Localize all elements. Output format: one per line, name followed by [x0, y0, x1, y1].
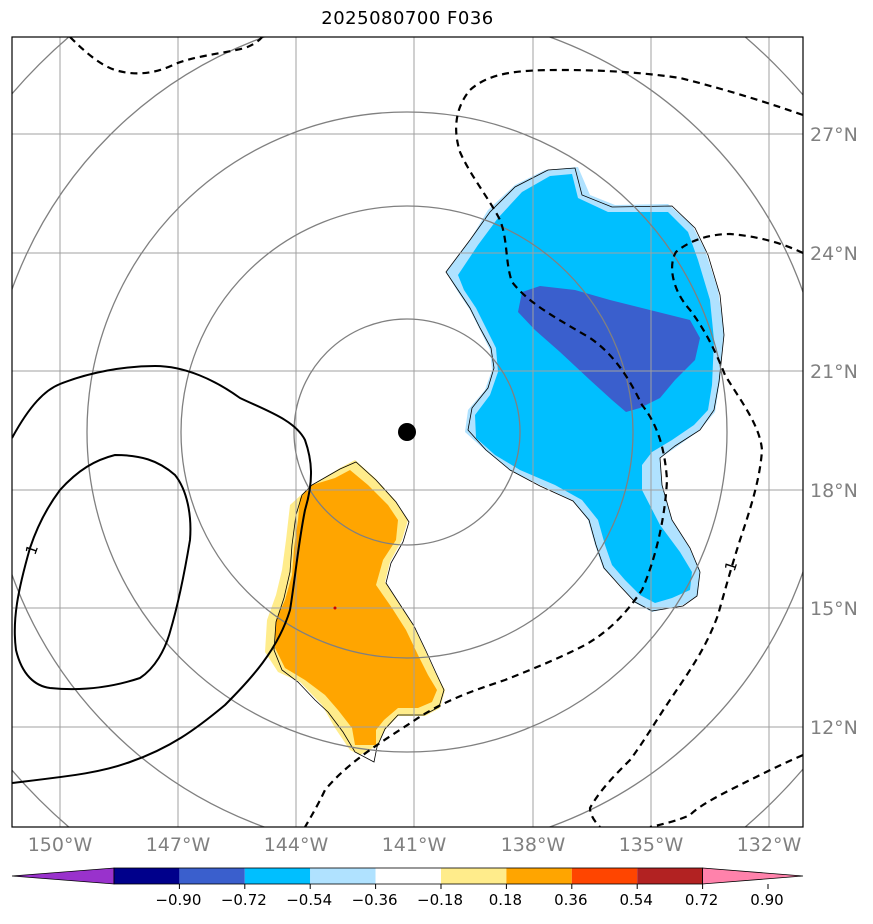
lat-label-21: 21°N: [810, 361, 858, 383]
lat-label-24: 24°N: [810, 243, 858, 265]
lat-label-27: 27°N: [810, 124, 858, 146]
colorbar-swatch: [506, 868, 572, 884]
colorbar-tick-label: −0.36: [352, 891, 398, 909]
lon-label-147w: 147°W: [146, 834, 211, 856]
colorbar-swatch: [571, 868, 638, 884]
deep-blue-fill: [458, 174, 714, 603]
blue-anomaly-region: [446, 167, 724, 612]
colorbar-swatch: [441, 868, 507, 884]
colorbar-tick-label: −0.90: [155, 891, 201, 909]
storm-center-marker: [398, 423, 416, 441]
colorbar-swatch: [179, 868, 245, 884]
colorbar-extend-high: [702, 867, 804, 885]
solid-contours: [12, 364, 313, 784]
colorbar: [11, 867, 804, 885]
colorbar-swatch: [244, 868, 311, 884]
colorbar-swatch: [637, 868, 703, 884]
lon-label-150w: 150°W: [28, 834, 93, 856]
colorbar-tick-label: 0.18: [489, 891, 522, 909]
lon-label-144w: 144°W: [264, 834, 329, 856]
dashed-contours: [69, 37, 803, 827]
colorbar-swatch: [375, 868, 441, 884]
colorbar-tick-label: 0.36: [554, 891, 587, 909]
lat-label-12: 12°N: [810, 717, 858, 739]
lon-label-135w: 135°W: [619, 834, 684, 856]
small-red-dot: [333, 606, 337, 610]
map-title: 2025080700 F036: [321, 8, 494, 29]
royal-blue-fill: [518, 286, 700, 412]
map-frame: [11, 36, 804, 828]
lat-label-15: 15°N: [810, 598, 858, 620]
lon-label-141w: 141°W: [382, 834, 447, 856]
lat-gridlines: [12, 133, 803, 728]
lon-label-138w: 138°W: [501, 834, 566, 856]
colorbar-swatch: [310, 868, 376, 884]
colorbar-tick-label: −0.72: [221, 891, 267, 909]
colorbar-swatch: [114, 868, 180, 884]
blue-region-outline: [445, 167, 725, 612]
lon-label-132w: 132°W: [737, 834, 802, 856]
colorbar-tick-label: 0.72: [685, 891, 718, 909]
colorbar-ticks: −0.90 −0.72 −0.54 −0.36 −0.18 0.18 0.36 0.54 0.7…: [155, 884, 784, 909]
orange-region-outline: [273, 461, 445, 763]
lat-label-18: 18°N: [810, 480, 858, 502]
colorbar-outline: [113, 867, 703, 885]
colorbar-tick-label: −0.18: [417, 891, 463, 909]
lon-labels: 150°W 147°W 144°W 141°W 138°W 135°W 132°…: [28, 834, 802, 856]
colorbar-tick-label: 0.90: [750, 891, 783, 909]
colorbar-extend-low: [11, 867, 115, 885]
colorbar-tick-label: 0.54: [619, 891, 652, 909]
lat-labels: 27°N 24°N 21°N 18°N 15°N 12°N: [810, 124, 858, 739]
colorbar-tick-label: −0.54: [286, 891, 332, 909]
